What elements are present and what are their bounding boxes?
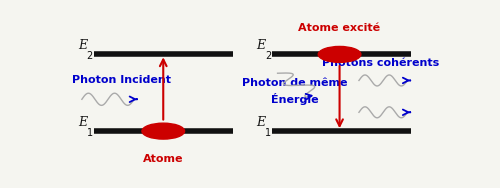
Text: 1: 1: [265, 128, 271, 138]
Circle shape: [142, 123, 184, 139]
Text: 2: 2: [86, 51, 93, 61]
Text: Photon de même: Photon de même: [242, 78, 348, 88]
Text: E: E: [78, 39, 87, 52]
Text: Atome excité: Atome excité: [298, 23, 380, 33]
Text: Atome: Atome: [143, 154, 184, 164]
Text: E: E: [78, 116, 87, 129]
Text: Photons cohérents: Photons cohérents: [322, 58, 439, 68]
Text: 1: 1: [86, 128, 92, 138]
Text: Énergie: Énergie: [271, 93, 319, 105]
Text: Photon Incident: Photon Incident: [72, 75, 171, 86]
Text: E: E: [256, 116, 266, 129]
Circle shape: [318, 46, 361, 62]
Text: E: E: [256, 39, 266, 52]
Text: 2: 2: [265, 51, 271, 61]
